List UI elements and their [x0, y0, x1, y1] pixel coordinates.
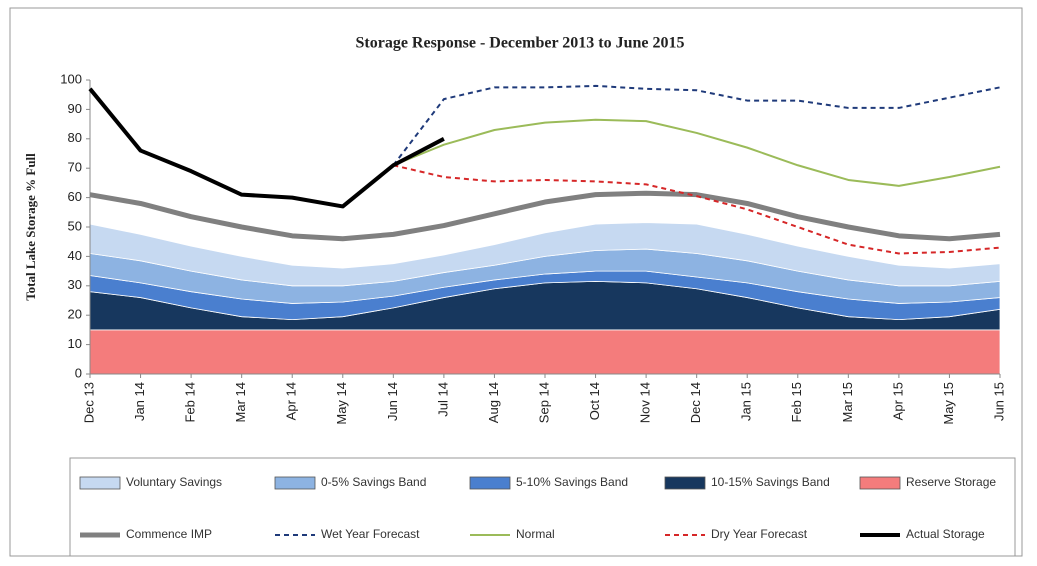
- x-tick-label: Jul 14: [435, 382, 450, 417]
- x-tick-label: Oct 14: [587, 382, 602, 420]
- y-tick-label: 0: [75, 365, 82, 380]
- x-tick-label: Aug 14: [486, 382, 501, 423]
- chart-title: Storage Response - December 2013 to June…: [356, 35, 685, 52]
- x-tick-label: Jan 15: [739, 382, 754, 421]
- legend-label: Wet Year Forecast: [321, 527, 420, 541]
- legend-box: [69, 457, 1016, 557]
- y-tick-label: 70: [68, 160, 82, 175]
- line: [393, 164, 1001, 255]
- legend-label: 10-15% Savings Band: [711, 475, 830, 489]
- legend-label: Dry Year Forecast: [711, 527, 808, 541]
- legend-swatch: [79, 476, 121, 490]
- y-tick-label: 30: [68, 277, 82, 292]
- y-tick-label: 80: [68, 130, 82, 145]
- line: [392, 84, 1001, 166]
- x-tick-label: Dec 14: [688, 382, 703, 423]
- line: [88, 87, 445, 209]
- legend-swatch: [859, 476, 901, 490]
- x-tick-label: Mar 14: [233, 382, 248, 422]
- legend-label: Actual Storage: [906, 527, 985, 541]
- x-tick-label: Feb 15: [789, 382, 804, 422]
- y-tick-label: 100: [60, 71, 82, 86]
- legend-swatch: [664, 476, 706, 490]
- y-tick-label: 40: [68, 248, 82, 263]
- legend-label: Commence IMP: [126, 527, 212, 541]
- x-tick-label: Sep 14: [536, 382, 551, 423]
- x-tick-label: Apr 15: [890, 382, 905, 420]
- x-tick-label: May 14: [334, 382, 349, 425]
- legend-label: Reserve Storage: [906, 475, 996, 489]
- x-tick-label: Feb 14: [183, 382, 198, 422]
- y-tick-label: 10: [68, 336, 82, 351]
- x-tick-label: Dec 13: [81, 382, 96, 423]
- y-tick-label: 20: [68, 307, 82, 322]
- area: [89, 329, 1001, 375]
- legend-label: 0-5% Savings Band: [321, 475, 426, 489]
- legend-swatch: [469, 476, 511, 490]
- y-tick-label: 90: [68, 101, 82, 116]
- legend-swatch: [274, 476, 316, 490]
- y-axis-title: Total Lake Storage % Full: [23, 153, 38, 301]
- legend-label: Normal: [516, 527, 555, 541]
- x-tick-label: Nov 14: [638, 382, 653, 423]
- legend-label: Voluntary Savings: [126, 475, 222, 489]
- y-tick-label: 50: [68, 218, 82, 233]
- y-tick-label: 60: [68, 189, 82, 204]
- x-tick-label: May 15: [941, 382, 956, 425]
- legend-label: 5-10% Savings Band: [516, 475, 628, 489]
- x-tick-label: Mar 15: [840, 382, 855, 422]
- area: [89, 222, 1001, 287]
- x-tick-label: Jun 14: [385, 382, 400, 421]
- line: [89, 190, 1001, 242]
- x-tick-label: Jun 15: [991, 382, 1006, 421]
- line: [392, 118, 1001, 187]
- x-tick-label: Apr 14: [284, 382, 299, 420]
- x-tick-label: Jan 14: [132, 382, 147, 421]
